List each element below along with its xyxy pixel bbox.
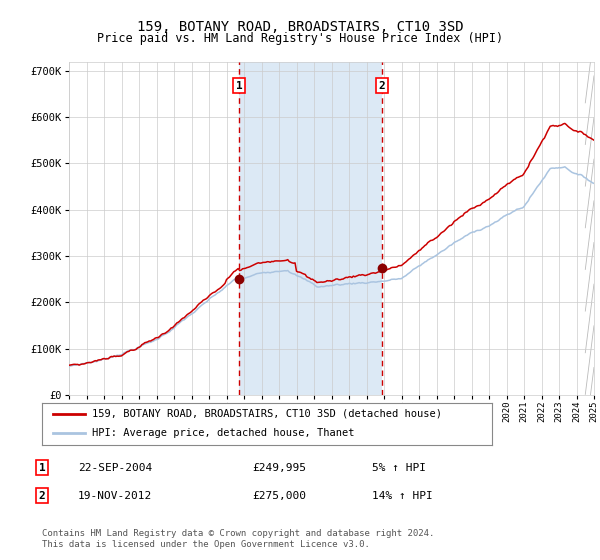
Bar xyxy=(239,62,382,395)
Text: 1: 1 xyxy=(38,463,46,473)
Text: 159, BOTANY ROAD, BROADSTAIRS, CT10 3SD: 159, BOTANY ROAD, BROADSTAIRS, CT10 3SD xyxy=(137,20,463,34)
Text: £275,000: £275,000 xyxy=(252,491,306,501)
Text: 22-SEP-2004: 22-SEP-2004 xyxy=(78,463,152,473)
Text: £249,995: £249,995 xyxy=(252,463,306,473)
Text: 19-NOV-2012: 19-NOV-2012 xyxy=(78,491,152,501)
Text: 2: 2 xyxy=(379,81,385,91)
Text: Price paid vs. HM Land Registry's House Price Index (HPI): Price paid vs. HM Land Registry's House … xyxy=(97,32,503,45)
Text: 14% ↑ HPI: 14% ↑ HPI xyxy=(372,491,433,501)
Text: 1: 1 xyxy=(236,81,242,91)
Text: HPI: Average price, detached house, Thanet: HPI: Average price, detached house, Than… xyxy=(92,428,354,438)
Text: 159, BOTANY ROAD, BROADSTAIRS, CT10 3SD (detached house): 159, BOTANY ROAD, BROADSTAIRS, CT10 3SD … xyxy=(92,409,442,419)
Text: 2: 2 xyxy=(38,491,46,501)
Text: 5% ↑ HPI: 5% ↑ HPI xyxy=(372,463,426,473)
Text: Contains HM Land Registry data © Crown copyright and database right 2024.
This d: Contains HM Land Registry data © Crown c… xyxy=(42,529,434,549)
